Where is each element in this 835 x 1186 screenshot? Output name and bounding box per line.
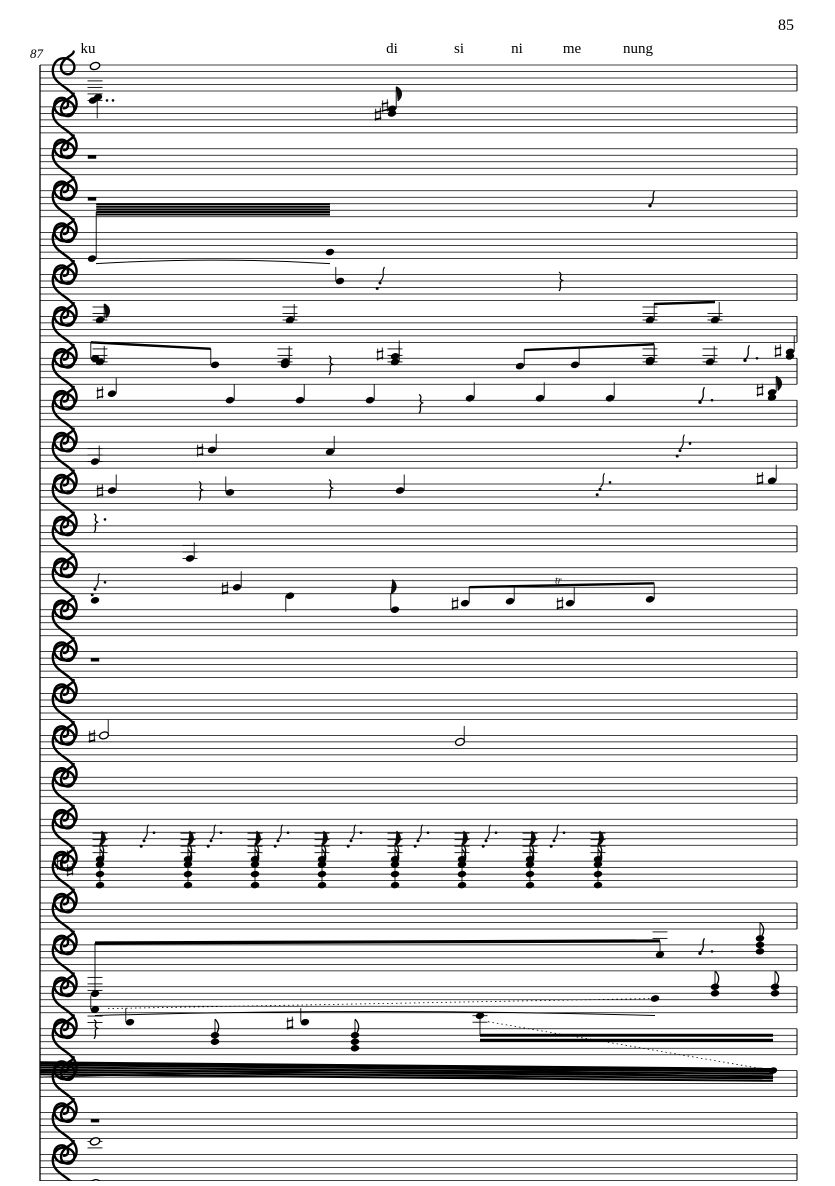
svg-text:nung: nung (623, 41, 654, 57)
svg-text:me: me (563, 41, 582, 57)
svg-text:di: di (386, 41, 398, 57)
svg-text:87: 87 (30, 46, 44, 61)
svg-text:ku: ku (81, 41, 97, 57)
svg-text:85: 85 (778, 17, 794, 34)
svg-text:si: si (454, 41, 464, 57)
svg-text:ni: ni (511, 41, 523, 57)
svg-text:tr: tr (555, 576, 562, 587)
